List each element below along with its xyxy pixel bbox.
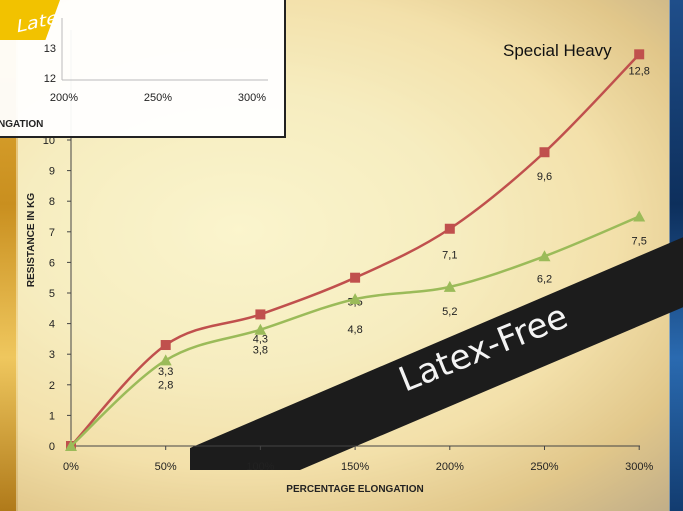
y-tick-label: 8 [49, 196, 55, 208]
inset-x-tick: 250% [144, 92, 172, 104]
data-point-marker [65, 440, 77, 451]
data-label: 3,8 [253, 345, 268, 357]
inset-axis-title-fragment: NGATION [0, 119, 43, 130]
data-point-marker [349, 293, 362, 305]
data-point-marker [254, 323, 267, 335]
x-axis-title: PERCENTAGE ELONGATION [286, 484, 423, 495]
y-tick-label: 0 [49, 441, 55, 453]
y-tick-label: 5 [49, 288, 55, 300]
inset-y-tick: 13 [44, 43, 56, 55]
data-label: 3,3 [158, 366, 173, 378]
data-point-marker [633, 210, 646, 222]
data-label: 12,8 [628, 65, 649, 77]
inset-chart-box: 13 12 200% 250% 300% NGATION [0, 0, 286, 138]
y-tick-label: 10 [43, 135, 55, 147]
y-tick-label: 7 [49, 227, 55, 239]
data-point-marker [538, 250, 551, 262]
inset-x-tick: 300% [238, 92, 266, 104]
x-tick-label: 50% [155, 461, 177, 473]
y-tick-label: 3 [49, 349, 55, 361]
data-point-marker [160, 340, 171, 351]
x-tick-label: 0% [63, 461, 79, 473]
y-tick-label: 2 [49, 380, 55, 392]
series-layer: 3,34,35,57,19,612,82,83,84,85,26,27,5 [65, 49, 650, 451]
data-point-marker [350, 272, 361, 283]
data-point-marker [444, 223, 455, 234]
data-label: 7,1 [442, 250, 457, 262]
y-tick-label: 6 [49, 257, 55, 269]
data-point-marker [159, 354, 172, 366]
data-label: 9,6 [537, 171, 552, 183]
data-point-marker [443, 280, 456, 292]
data-point-marker [634, 49, 645, 60]
x-tick-label: 150% [341, 461, 369, 473]
data-label: 4,8 [347, 324, 362, 336]
inset-chart: 13 12 200% 250% 300% NGATION [0, 18, 268, 130]
x-tick-label: 250% [530, 461, 558, 473]
x-tick-label: 300% [625, 461, 653, 473]
y-tick-label: 9 [49, 166, 55, 178]
x-ticks: 0% 50% 100% 150% 200% 250% 300% [63, 446, 653, 473]
chart-title: Special Heavy [503, 41, 612, 60]
data-label: 5,2 [442, 306, 457, 318]
inset-x-tick: 200% [50, 92, 78, 104]
x-tick-label: 100% [246, 461, 274, 473]
data-point-marker [255, 309, 266, 320]
y-tick-label: 4 [49, 319, 55, 331]
y-ticks: 0 1 2 3 4 5 6 7 8 9 10 [43, 135, 71, 453]
inset-y-tick: 12 [44, 73, 56, 85]
data-label: 4,3 [253, 333, 268, 345]
y-tick-label: 1 [49, 410, 55, 422]
y-axis-title: RESISTANCE IN KG [26, 193, 37, 287]
data-label: 6,2 [537, 273, 552, 285]
x-tick-label: 200% [436, 461, 464, 473]
data-label: 7,5 [632, 236, 647, 248]
data-point-marker [539, 147, 550, 158]
data-label: 2,8 [158, 379, 173, 391]
